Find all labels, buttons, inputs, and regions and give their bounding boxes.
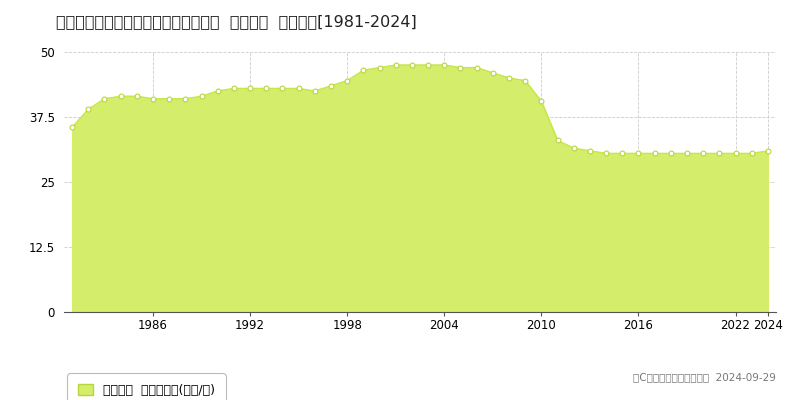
Legend: 基準地価  平均坪単価(万円/坪): 基準地価 平均坪単価(万円/坪) <box>70 376 222 400</box>
Text: （C）土地価格ドットコム  2024-09-29: （C）土地価格ドットコム 2024-09-29 <box>633 372 776 382</box>
Text: 高知県高知市赤石町字ミドロ８８番４  基準地価  地価推移[1981-2024]: 高知県高知市赤石町字ミドロ８８番４ 基準地価 地価推移[1981-2024] <box>56 14 417 29</box>
